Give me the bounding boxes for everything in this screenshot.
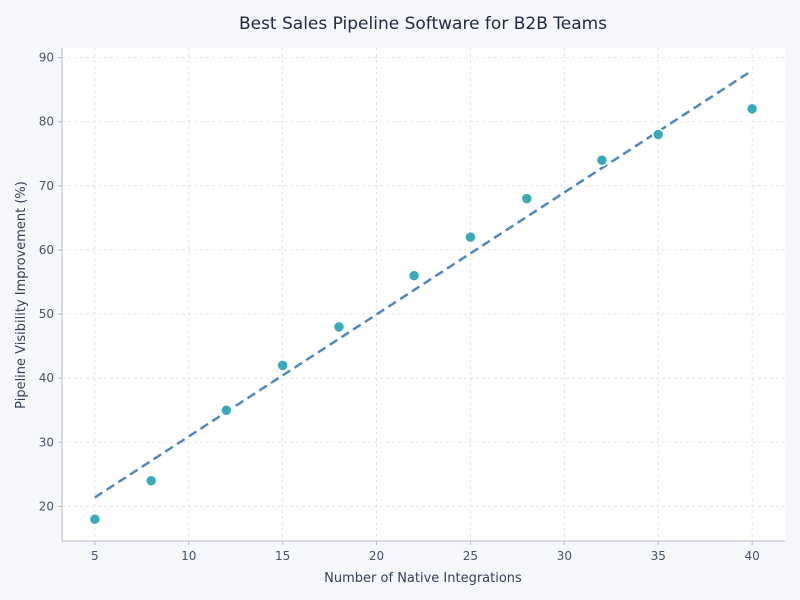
data-point bbox=[88, 512, 102, 526]
y-tick-label: 70 bbox=[39, 179, 54, 193]
data-point bbox=[407, 269, 421, 282]
data-point bbox=[520, 192, 534, 205]
y-tick-label: 80 bbox=[39, 115, 54, 129]
data-point bbox=[144, 474, 158, 487]
x-tick-label: 5 bbox=[91, 549, 99, 563]
plot-area bbox=[62, 48, 785, 541]
data-points bbox=[88, 102, 759, 526]
x-tick-label: 35 bbox=[651, 549, 666, 563]
axes: 5 10 15 20 25 30 35 40 20 30 40 50 60 70 80 90 bbox=[39, 48, 785, 563]
x-tick-label: 20 bbox=[369, 549, 384, 563]
y-tick-label: 50 bbox=[39, 307, 54, 321]
y-tick-label: 90 bbox=[39, 51, 54, 65]
data-point bbox=[220, 403, 233, 417]
y-tick-label: 40 bbox=[39, 371, 54, 385]
x-tick-label: 30 bbox=[557, 549, 572, 563]
data-point bbox=[464, 230, 477, 244]
data-point bbox=[332, 320, 346, 334]
x-tick-label: 25 bbox=[463, 549, 478, 563]
y-tick-label: 20 bbox=[39, 499, 54, 513]
data-point bbox=[276, 359, 289, 372]
x-axis-label: Number of Native Integrations bbox=[324, 571, 522, 586]
y-tick-label: 60 bbox=[39, 243, 54, 257]
y-axis-label: Pipeline Visibility Improvement (%) bbox=[14, 181, 29, 409]
trendline bbox=[94, 69, 753, 499]
x-tick-label: 10 bbox=[181, 549, 196, 563]
x-tick-label: 15 bbox=[275, 549, 290, 563]
grid-lines bbox=[62, 48, 785, 541]
chart-title: Best Sales Pipeline Software for B2B Tea… bbox=[239, 14, 607, 34]
data-point bbox=[595, 153, 609, 167]
data-point bbox=[651, 128, 665, 141]
x-tick-label: 40 bbox=[744, 549, 759, 563]
trendline-layer bbox=[94, 69, 753, 499]
data-point bbox=[745, 102, 759, 116]
y-tick-label: 30 bbox=[39, 435, 54, 449]
